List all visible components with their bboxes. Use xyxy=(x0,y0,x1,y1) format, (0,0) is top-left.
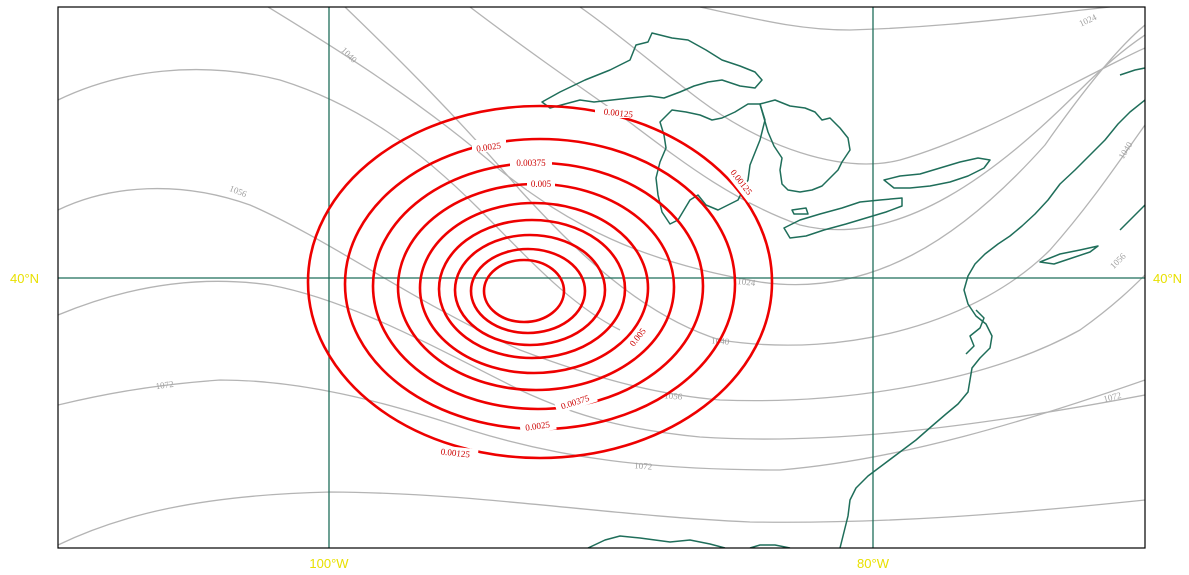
field-contour xyxy=(437,218,627,360)
east-coast-coastline xyxy=(839,99,1145,548)
height-label: 1024 xyxy=(737,276,756,288)
height-contour xyxy=(267,7,1145,286)
lake-erie-coastline xyxy=(783,197,903,239)
field-label: 0.00375 xyxy=(516,158,546,168)
height-label: 1056 xyxy=(664,390,683,402)
field-contour xyxy=(469,247,587,335)
southern-coastline xyxy=(587,535,726,548)
map-frame xyxy=(57,6,1146,549)
height-contour xyxy=(58,280,1145,440)
coastlines xyxy=(541,32,1145,548)
field-label: 0.00125 xyxy=(440,447,471,460)
field-contour xyxy=(453,233,607,347)
height-label: 1072 xyxy=(634,460,653,471)
field-label: 0.0025 xyxy=(476,140,502,153)
florida-coastline xyxy=(749,544,791,548)
lake-superior-coastline xyxy=(541,32,763,109)
lat-label-left: 40°N xyxy=(10,271,39,286)
lake-michigan-coastline xyxy=(655,103,766,225)
height-contour xyxy=(579,7,1145,165)
field-label: 0.0025 xyxy=(525,419,551,432)
field-label: 0.00125 xyxy=(603,107,634,120)
height-contour xyxy=(58,491,1145,546)
height-contour xyxy=(58,379,1145,471)
field-contour xyxy=(418,201,650,375)
chesapeake-coastline xyxy=(965,309,985,355)
island-coastline xyxy=(791,207,809,215)
height-label: 1072 xyxy=(155,379,174,391)
lat-label-right: 40°N xyxy=(1153,271,1182,286)
northeast-coastline-2 xyxy=(1119,67,1145,76)
height-contour xyxy=(58,68,621,331)
field-contour xyxy=(482,258,566,324)
height-contour xyxy=(58,187,1145,402)
height-contour xyxy=(469,7,1145,231)
height-contour xyxy=(699,7,1111,31)
field-label: 0.005 xyxy=(531,179,552,189)
northeast-coastline xyxy=(1119,204,1145,231)
height-label: 1072 xyxy=(1102,390,1122,404)
tick-labels: 40°N 40°N 100°W 80°W xyxy=(10,271,1182,571)
lake-ontario-coastline xyxy=(883,157,991,189)
lon-label-100w: 100°W xyxy=(309,556,349,571)
field-contour xyxy=(306,104,774,460)
gridlines xyxy=(58,7,1145,548)
lake-huron-coastline xyxy=(759,99,851,193)
lon-label-80w: 80°W xyxy=(857,556,890,571)
long-island-coastline xyxy=(1039,245,1099,265)
